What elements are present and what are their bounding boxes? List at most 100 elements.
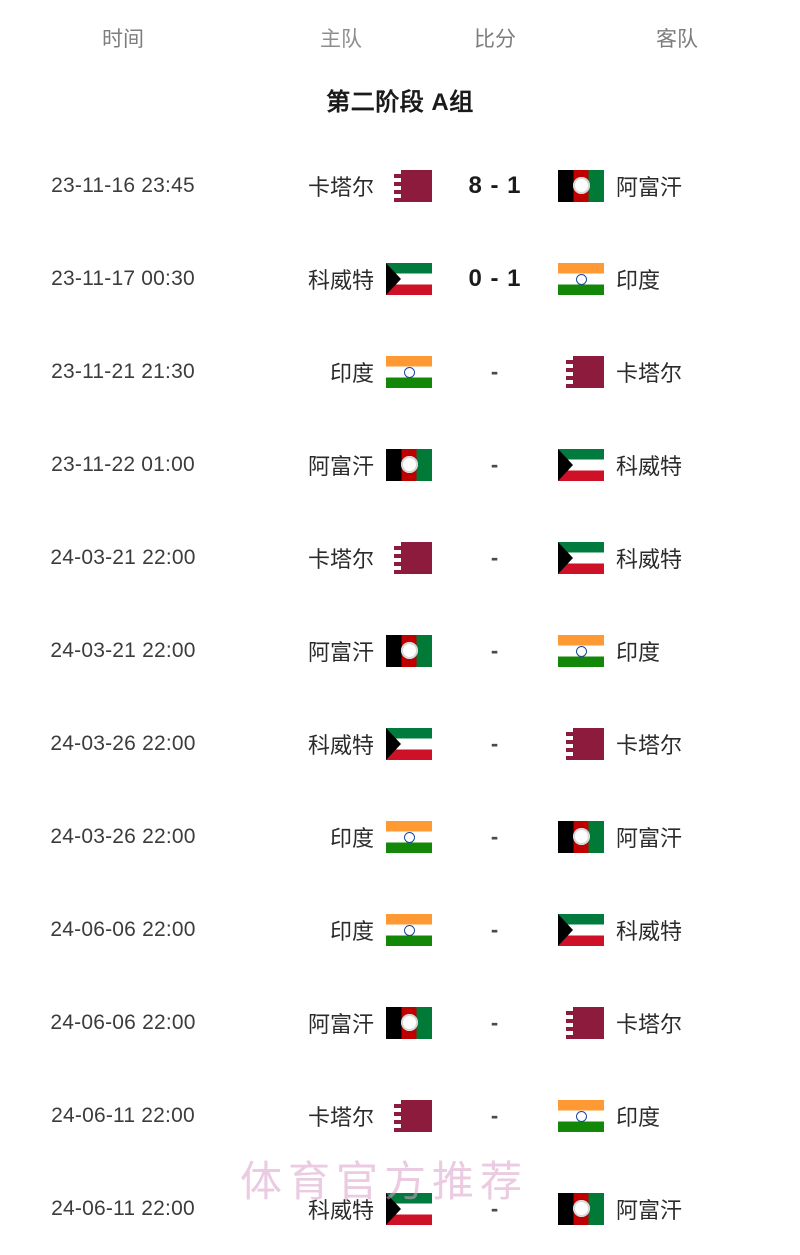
- home-team-cell[interactable]: 卡塔尔: [246, 1099, 436, 1132]
- flag-india-icon: [386, 820, 432, 853]
- home-team-cell[interactable]: 印度: [246, 913, 436, 946]
- away-team-name: 阿富汗: [616, 174, 683, 200]
- table-row[interactable]: 24-06-06 22:00 阿富汗 - 卡塔尔: [0, 976, 800, 1069]
- home-team-name: 阿富汗: [307, 453, 374, 479]
- match-time: 23-11-16 23:45: [51, 173, 195, 197]
- away-team-cell[interactable]: 阿富汗: [554, 820, 800, 853]
- home-team-name: 印度: [329, 360, 374, 386]
- flag-afghanistan-icon: [386, 448, 432, 481]
- table-row[interactable]: 24-06-11 22:00 科威特 - 阿富汗: [0, 1162, 800, 1255]
- match-time: 24-03-26 22:00: [50, 824, 196, 848]
- flag-kuwait-icon: [386, 1192, 432, 1225]
- away-team-name: 印度: [616, 1104, 661, 1130]
- flag-kuwait-icon: [386, 727, 432, 760]
- flag-emblem-icon: [576, 181, 586, 190]
- home-team-cell[interactable]: 科威特: [246, 727, 436, 760]
- match-time: 23-11-21 21:30: [51, 359, 195, 383]
- home-team-name: 卡塔尔: [307, 546, 374, 572]
- home-team-cell[interactable]: 科威特: [246, 262, 436, 295]
- away-team-cell[interactable]: 科威特: [554, 448, 800, 481]
- match-score: -: [490, 730, 500, 756]
- column-header-score: 比分: [474, 28, 516, 51]
- away-team-name: 印度: [616, 267, 661, 293]
- match-time: 23-11-17 00:30: [51, 266, 195, 290]
- table-row[interactable]: 24-03-21 22:00 阿富汗 - 印度: [0, 604, 800, 697]
- away-team-cell[interactable]: 科威特: [554, 913, 800, 946]
- away-team-cell[interactable]: 印度: [554, 262, 800, 295]
- flag-afghanistan-icon: [558, 169, 604, 202]
- match-score: 8 - 1: [468, 171, 522, 199]
- table-row[interactable]: 24-03-26 22:00 印度 - 阿富汗: [0, 790, 800, 883]
- away-team-cell[interactable]: 印度: [554, 1099, 800, 1132]
- away-team-name: 卡塔尔: [616, 732, 683, 758]
- column-header-time: 时间: [102, 28, 144, 51]
- flag-qatar-icon: [558, 355, 604, 388]
- table-header-row: 时间 主队 比分 客队: [0, 0, 800, 76]
- flag-qatar-icon: [386, 1099, 432, 1132]
- home-team-name: 阿富汗: [307, 639, 374, 665]
- column-header-home: 主队: [320, 28, 362, 51]
- table-row[interactable]: 24-06-06 22:00 印度 - 科威特: [0, 883, 800, 976]
- home-team-name: 印度: [329, 825, 374, 851]
- home-team-name: 科威特: [307, 732, 374, 758]
- table-row[interactable]: 24-03-21 22:00 卡塔尔 - 科威特: [0, 511, 800, 604]
- flag-qatar-icon: [558, 727, 604, 760]
- home-team-cell[interactable]: 阿富汗: [246, 634, 436, 667]
- home-team-name: 印度: [329, 918, 374, 944]
- flag-afghanistan-icon: [386, 634, 432, 667]
- home-team-cell[interactable]: 科威特: [246, 1192, 436, 1225]
- flag-kuwait-icon: [386, 262, 432, 295]
- flag-emblem-icon: [576, 1204, 586, 1213]
- match-time: 24-03-26 22:00: [50, 731, 196, 755]
- away-team-name: 科威特: [616, 546, 683, 572]
- away-team-name: 卡塔尔: [616, 1011, 683, 1037]
- flag-emblem-icon: [404, 460, 414, 469]
- home-team-name: 阿富汗: [307, 1011, 374, 1037]
- flag-qatar-icon: [558, 1006, 604, 1039]
- home-team-cell[interactable]: 阿富汗: [246, 448, 436, 481]
- away-team-cell[interactable]: 卡塔尔: [554, 727, 800, 760]
- home-team-cell[interactable]: 卡塔尔: [246, 169, 436, 202]
- match-score: -: [490, 1009, 500, 1035]
- table-row[interactable]: 24-03-26 22:00 科威特 - 卡塔尔: [0, 697, 800, 790]
- match-time: 23-11-22 01:00: [51, 452, 195, 476]
- match-time: 24-06-11 22:00: [51, 1103, 195, 1127]
- flag-india-icon: [558, 1099, 604, 1132]
- away-team-cell[interactable]: 科威特: [554, 541, 800, 574]
- away-team-cell[interactable]: 卡塔尔: [554, 355, 800, 388]
- away-team-cell[interactable]: 阿富汗: [554, 1192, 800, 1225]
- match-score: 0 - 1: [468, 264, 522, 292]
- table-row[interactable]: 23-11-21 21:30 印度 - 卡塔尔: [0, 325, 800, 418]
- match-score: -: [490, 916, 500, 942]
- match-time: 24-03-21 22:00: [50, 545, 196, 569]
- flag-emblem-icon: [404, 646, 414, 655]
- table-row[interactable]: 23-11-16 23:45 卡塔尔 8 - 1 阿富汗: [0, 139, 800, 232]
- match-score: -: [490, 451, 500, 477]
- home-team-cell[interactable]: 印度: [246, 820, 436, 853]
- table-row[interactable]: 23-11-22 01:00 阿富汗 - 科威特: [0, 418, 800, 511]
- home-team-cell[interactable]: 卡塔尔: [246, 541, 436, 574]
- home-team-cell[interactable]: 印度: [246, 355, 436, 388]
- table-row[interactable]: 23-11-17 00:30 科威特 0 - 1 印度: [0, 232, 800, 325]
- match-score: -: [490, 358, 500, 384]
- flag-afghanistan-icon: [558, 820, 604, 853]
- flag-afghanistan-icon: [386, 1006, 432, 1039]
- away-team-cell[interactable]: 印度: [554, 634, 800, 667]
- table-row[interactable]: 24-06-11 22:00 卡塔尔 - 印度: [0, 1069, 800, 1162]
- home-team-name: 卡塔尔: [307, 1104, 374, 1130]
- away-team-cell[interactable]: 卡塔尔: [554, 1006, 800, 1039]
- column-header-away: 客队: [656, 28, 698, 51]
- home-team-name: 卡塔尔: [307, 174, 374, 200]
- home-team-cell[interactable]: 阿富汗: [246, 1006, 436, 1039]
- match-score: -: [490, 823, 500, 849]
- match-time: 24-06-11 22:00: [51, 1196, 195, 1220]
- match-rows: 23-11-16 23:45 卡塔尔 8 - 1 阿富汗 23-11-17 00:30 科…: [0, 139, 800, 1255]
- away-team-cell[interactable]: 阿富汗: [554, 169, 800, 202]
- away-team-name: 阿富汗: [616, 1197, 683, 1223]
- away-team-name: 卡塔尔: [616, 360, 683, 386]
- flag-emblem-icon: [404, 1018, 414, 1027]
- match-time: 24-06-06 22:00: [50, 917, 196, 941]
- flag-qatar-icon: [386, 169, 432, 202]
- group-title: 第二阶段 A组: [326, 89, 474, 116]
